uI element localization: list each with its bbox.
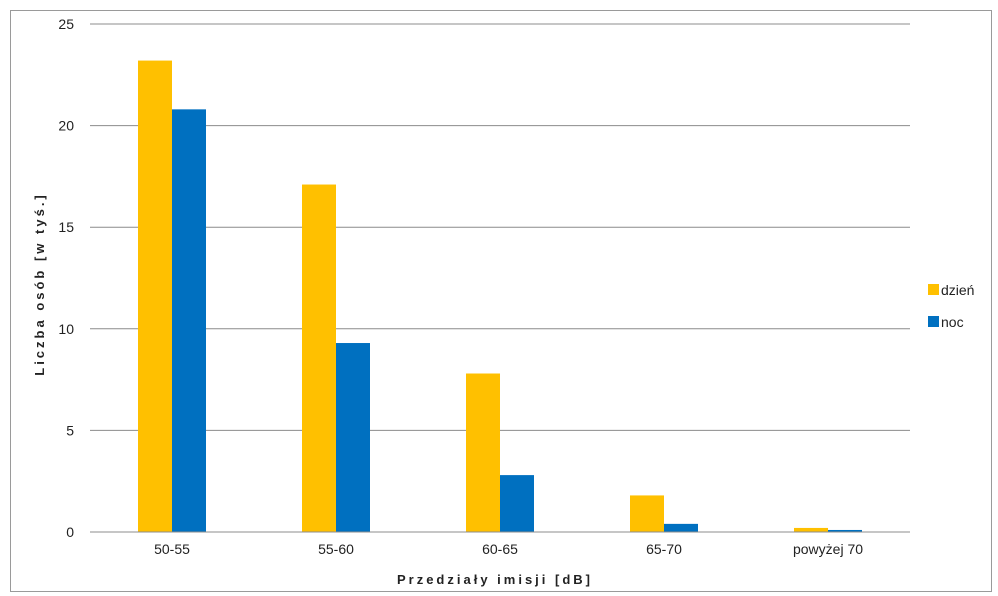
x-axis-title: Przedziały imisji [dB] <box>397 572 593 587</box>
y-tick-label: 25 <box>58 16 74 32</box>
chart-frame <box>10 10 992 592</box>
bar-noc-4 <box>828 529 862 532</box>
legend-swatch <box>928 316 939 327</box>
legend-swatch <box>928 284 939 295</box>
bar-dzien-0 <box>138 60 172 533</box>
gridlines <box>90 23 910 431</box>
y-tick-label: 20 <box>58 118 74 134</box>
x-tick-label: 50-55 <box>154 541 190 557</box>
x-tick-label: 55-60 <box>318 541 354 557</box>
y-axis-title: Liczba osób [w tyś.] <box>32 192 47 376</box>
x-tick-label: 65-70 <box>646 541 682 557</box>
bar-noc-1 <box>336 343 370 532</box>
y-tick-label: 5 <box>66 422 74 438</box>
x-axis-ticks: 50-55 55-60 60-65 65-70 powyżej 70 <box>154 541 863 557</box>
x-tick-label: 60-65 <box>482 541 518 557</box>
bar-dzien-1 <box>302 184 336 532</box>
bar-noc-3 <box>664 523 698 532</box>
y-tick-label: 10 <box>58 321 74 337</box>
bar-dzien-3 <box>630 495 664 532</box>
legend-label: dzień <box>941 282 974 298</box>
bar-noc-0 <box>172 109 206 533</box>
y-axis-ticks: 0 5 10 15 20 25 <box>58 16 74 540</box>
bar-noc-2 <box>500 475 534 532</box>
x-tick-label: powyżej 70 <box>793 541 863 557</box>
legend-label: noc <box>941 314 964 330</box>
bar-dzien-2 <box>466 373 500 532</box>
y-tick-label: 0 <box>66 524 74 540</box>
y-tick-label: 15 <box>58 219 74 235</box>
bar-dzien-4 <box>794 527 828 532</box>
bars <box>138 60 862 533</box>
legend: dzień noc <box>928 282 974 330</box>
